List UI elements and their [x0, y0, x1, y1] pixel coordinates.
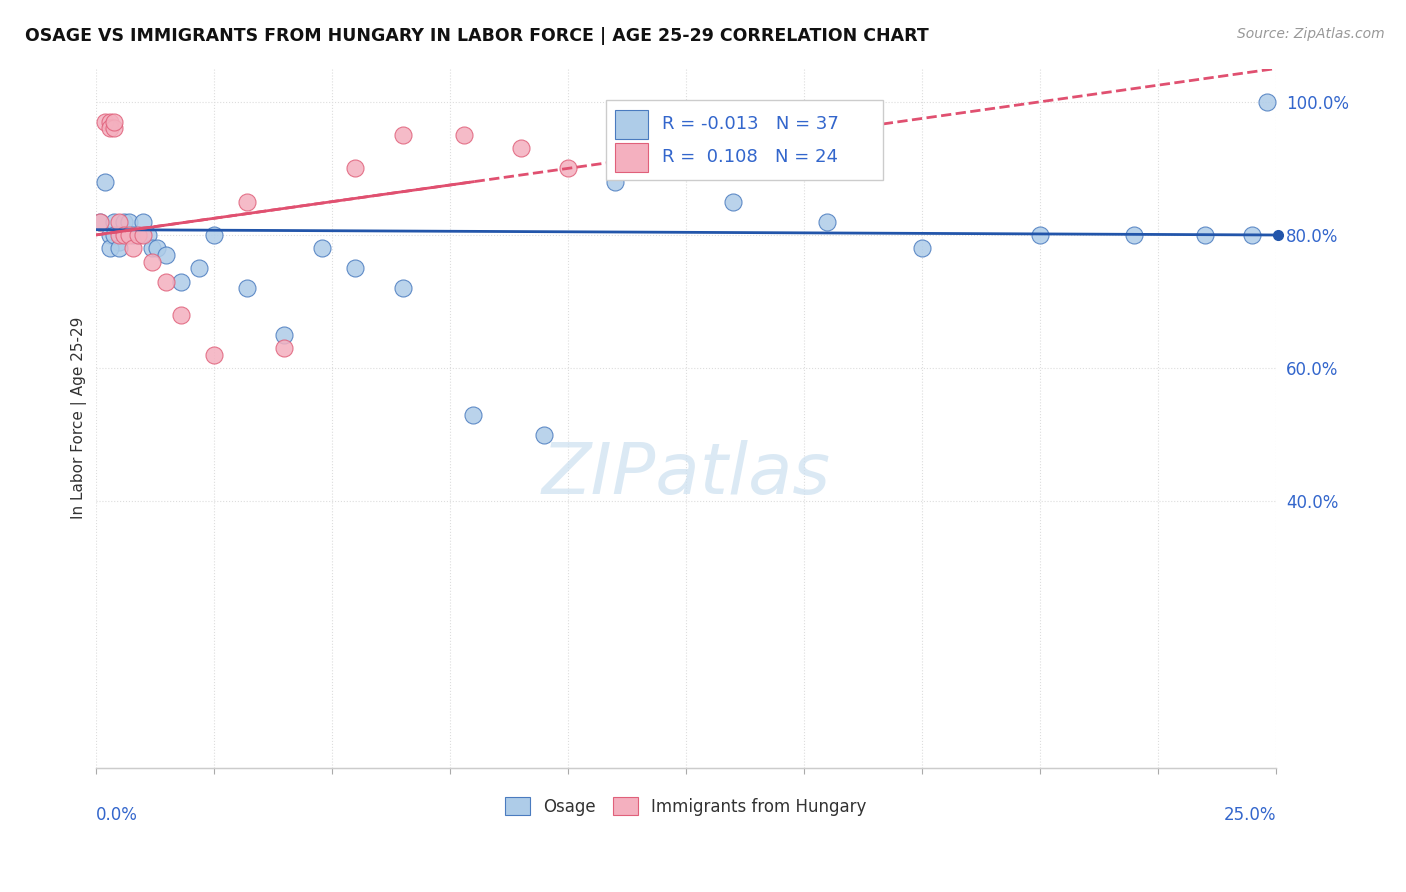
- Point: [112, 227, 135, 242]
- Point: [89, 215, 111, 229]
- Point: [98, 241, 121, 255]
- Point: [721, 194, 744, 209]
- FancyBboxPatch shape: [614, 110, 648, 139]
- Point: [155, 248, 177, 262]
- Point: [146, 241, 169, 255]
- Point: [103, 227, 125, 242]
- Point: [127, 227, 149, 242]
- Point: [112, 215, 135, 229]
- Point: [817, 215, 839, 229]
- Point: [122, 241, 145, 255]
- Point: [127, 227, 149, 242]
- Point: [155, 275, 177, 289]
- Point: [273, 327, 295, 342]
- Point: [533, 427, 555, 442]
- Point: [453, 128, 475, 142]
- Point: [1194, 227, 1216, 242]
- Legend: Osage, Immigrants from Hungary: Osage, Immigrants from Hungary: [499, 791, 873, 822]
- Point: [235, 281, 257, 295]
- Point: [108, 241, 131, 255]
- Point: [603, 175, 626, 189]
- Point: [136, 227, 159, 242]
- Point: [89, 215, 111, 229]
- Point: [1029, 227, 1052, 242]
- Point: [911, 241, 934, 255]
- Point: [169, 308, 191, 322]
- Point: [117, 215, 139, 229]
- Point: [202, 227, 225, 242]
- Point: [98, 227, 121, 242]
- Text: ZIPatlas: ZIPatlas: [541, 440, 831, 508]
- Point: [132, 227, 155, 242]
- FancyBboxPatch shape: [606, 100, 883, 180]
- Point: [108, 235, 131, 249]
- Text: R =  0.108   N = 24: R = 0.108 N = 24: [662, 148, 838, 166]
- Point: [1241, 227, 1264, 242]
- Y-axis label: In Labor Force | Age 25-29: In Labor Force | Age 25-29: [72, 317, 87, 519]
- Point: [103, 115, 125, 129]
- Point: [202, 348, 225, 362]
- Point: [122, 227, 145, 242]
- Point: [311, 241, 333, 255]
- Point: [273, 341, 295, 355]
- Point: [344, 261, 367, 276]
- Text: Source: ZipAtlas.com: Source: ZipAtlas.com: [1237, 27, 1385, 41]
- Point: [94, 115, 117, 129]
- Point: [103, 121, 125, 136]
- Point: [108, 227, 131, 242]
- Point: [141, 241, 163, 255]
- Text: OSAGE VS IMMIGRANTS FROM HUNGARY IN LABOR FORCE | AGE 25-29 CORRELATION CHART: OSAGE VS IMMIGRANTS FROM HUNGARY IN LABO…: [25, 27, 929, 45]
- Text: 25.0%: 25.0%: [1223, 806, 1277, 824]
- Point: [132, 215, 155, 229]
- Point: [98, 121, 121, 136]
- Point: [112, 227, 135, 242]
- Point: [509, 141, 531, 155]
- Text: R = -0.013   N = 37: R = -0.013 N = 37: [662, 115, 839, 134]
- Point: [557, 161, 579, 176]
- Point: [344, 161, 367, 176]
- Point: [188, 261, 211, 276]
- Point: [1256, 95, 1278, 109]
- Point: [391, 281, 413, 295]
- Point: [108, 215, 131, 229]
- Point: [141, 254, 163, 268]
- Point: [169, 275, 191, 289]
- Point: [463, 408, 485, 422]
- Point: [1123, 227, 1146, 242]
- Point: [103, 215, 125, 229]
- Point: [98, 115, 121, 129]
- Point: [391, 128, 413, 142]
- Point: [117, 227, 139, 242]
- Text: 0.0%: 0.0%: [96, 806, 138, 824]
- Point: [94, 175, 117, 189]
- FancyBboxPatch shape: [614, 143, 648, 172]
- Point: [235, 194, 257, 209]
